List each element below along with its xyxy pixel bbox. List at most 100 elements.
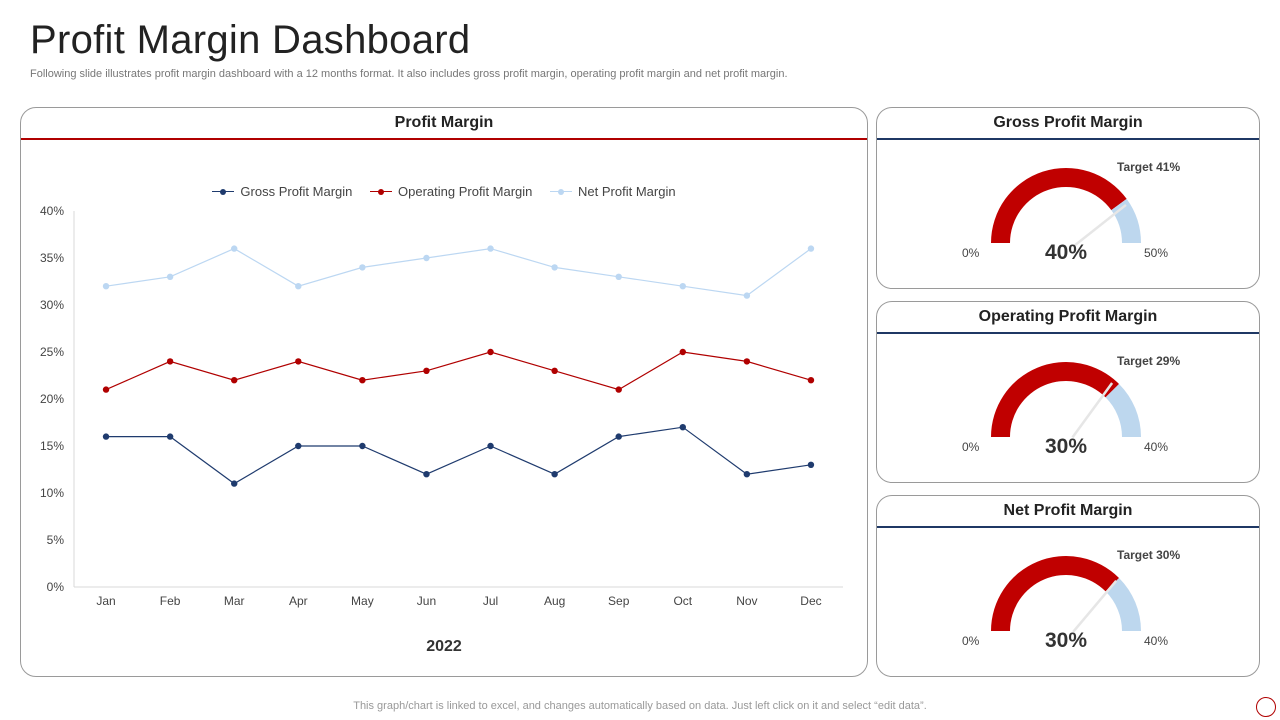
data-point — [743, 471, 751, 478]
gauge-title: Gross Profit Margin — [993, 114, 1143, 131]
data-point — [231, 245, 238, 252]
data-point — [166, 273, 174, 280]
profit-margin-chart-card: Profit Margin Gross Profit Margin Operat… — [20, 107, 868, 677]
legend-label: Net Profit Margin — [578, 184, 676, 199]
gauge-target-label: Target 41% — [1117, 160, 1181, 174]
data-point — [487, 442, 494, 450]
legend-item-net[interactable]: Net Profit Margin — [550, 184, 676, 199]
operating-profit-margin-card: Operating Profit Margin Target 29% 0% 30… — [876, 301, 1260, 483]
data-point — [359, 264, 366, 271]
title-divider — [877, 332, 1259, 334]
gauge-target-needle — [1071, 382, 1114, 439]
series-line-2 — [105, 247, 812, 297]
data-point — [102, 283, 110, 290]
gauge-target-label: Target 29% — [1117, 354, 1181, 368]
gauge-title: Net Profit Margin — [1003, 502, 1133, 519]
data-point — [679, 283, 686, 290]
x-tick-label: Jan — [96, 594, 115, 608]
gauge-value-label: 30% — [1044, 629, 1088, 652]
data-point — [551, 471, 558, 478]
page-title: Profit Margin Dashboard — [30, 18, 471, 62]
gauge-value-arc — [991, 556, 1120, 631]
data-point — [551, 367, 558, 374]
x-tick-label: Dec — [800, 594, 821, 608]
series-line-1 — [105, 351, 812, 391]
gauge-chart[interactable] — [877, 108, 1259, 288]
data-point — [231, 480, 238, 487]
gauge-title: Operating Profit Margin — [978, 308, 1158, 325]
y-tick-label: 25% — [40, 345, 64, 359]
y-tick-label: 40% — [40, 204, 64, 218]
data-point — [102, 433, 110, 440]
y-tick-label: 20% — [40, 392, 64, 406]
data-point — [295, 283, 302, 290]
gauge-min-label: 0% — [962, 246, 980, 260]
gauge-target-label: Target 30% — [1117, 548, 1181, 562]
page-subtitle: Following slide illustrates profit margi… — [30, 68, 788, 80]
gauge-chart[interactable] — [877, 302, 1259, 482]
data-point — [166, 358, 174, 365]
x-tick-label: Aug — [544, 594, 565, 608]
gauge-max-label: 50% — [1144, 246, 1169, 260]
data-point — [487, 348, 494, 356]
legend-marker-icon — [212, 187, 235, 197]
y-tick-label: 30% — [40, 298, 64, 312]
data-point — [551, 264, 558, 271]
data-point — [743, 358, 751, 365]
data-point — [615, 386, 622, 393]
y-tick-label: 35% — [40, 251, 64, 265]
gauge-value-arc — [991, 168, 1127, 243]
legend-item-gross[interactable]: Gross Profit Margin — [212, 184, 352, 199]
data-point — [231, 377, 238, 384]
net-profit-margin-card: Net Profit Margin Target 30% 0% 30% 40% — [876, 495, 1260, 677]
legend-marker-icon — [370, 187, 393, 197]
data-point — [295, 442, 302, 450]
gauge-max-label: 40% — [1144, 634, 1169, 648]
y-tick-label: 15% — [40, 439, 64, 453]
gauge-target-needle — [1073, 203, 1127, 247]
data-point — [166, 433, 174, 440]
gauge-min-label: 0% — [962, 634, 980, 648]
data-point — [615, 273, 622, 280]
title-divider — [877, 526, 1259, 528]
data-point — [807, 245, 815, 252]
x-tick-label: Oct — [673, 594, 692, 608]
gauge-remainder-arc — [1105, 383, 1141, 437]
data-point — [807, 461, 815, 468]
x-tick-label: Apr — [289, 594, 308, 608]
x-tick-label: May — [351, 594, 374, 608]
data-point — [807, 377, 815, 384]
y-tick-label: 0% — [47, 580, 65, 594]
gauge-chart[interactable] — [877, 496, 1259, 676]
legend-label: Gross Profit Margin — [240, 184, 353, 199]
gauge-target-needle — [1072, 579, 1118, 633]
gauge-min-label: 0% — [962, 440, 980, 454]
data-point — [743, 292, 751, 299]
data-point — [423, 254, 430, 262]
series-line-0 — [106, 426, 812, 485]
x-tick-label: Feb — [160, 594, 181, 608]
data-point — [679, 424, 686, 431]
x-tick-label: Mar — [224, 594, 245, 608]
data-point — [359, 377, 366, 384]
x-tick-label: Nov — [736, 594, 757, 608]
data-point — [359, 442, 366, 450]
data-point — [615, 433, 622, 440]
y-tick-label: 10% — [40, 486, 64, 500]
gauge-value-label: 30% — [1044, 435, 1088, 458]
legend-label: Operating Profit Margin — [398, 184, 533, 199]
line-chart-plot[interactable]: 0% 5% 10% 15% 20% 25% 30% 35% 40% Jan Feb Mar Apr May… — [21, 108, 867, 676]
gross-profit-margin-card: Gross Profit Margin Target 41% 0% 40% 50… — [876, 107, 1260, 289]
gauge-value-arc — [991, 362, 1120, 437]
x-tick-label: Jun — [417, 594, 436, 608]
x-axis-title: 2022 — [426, 638, 462, 655]
chart-title: Profit Margin — [394, 114, 494, 131]
x-tick-label: Jul — [483, 594, 498, 608]
chart-legend: Gross Profit Margin Operating Profit Mar… — [21, 184, 867, 200]
legend-item-operating[interactable]: Operating Profit Margin — [370, 184, 532, 199]
gauge-value-label: 40% — [1044, 241, 1088, 264]
data-point — [423, 367, 430, 374]
legend-marker-icon — [550, 187, 573, 197]
data-point — [487, 245, 494, 252]
title-divider — [877, 138, 1259, 140]
